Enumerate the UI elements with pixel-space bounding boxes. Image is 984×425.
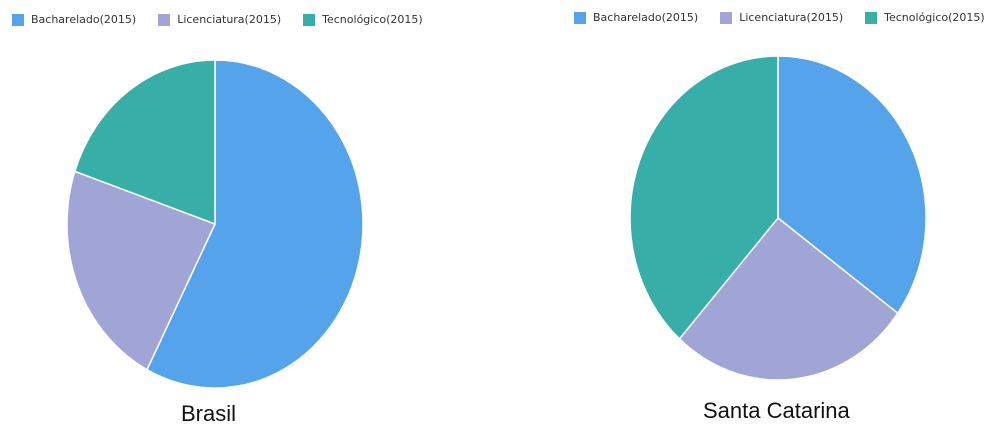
legend-item-tecnologico[interactable]: Tecnológico(2015) <box>303 13 423 26</box>
pie-slice-tecnologico[interactable] <box>629 55 779 340</box>
pie-chart-santa-catarina <box>629 55 927 381</box>
legend: Bacharelado(2015) Licenciatura(2015) Tec… <box>12 13 423 26</box>
legend-swatch-licenciatura <box>720 11 733 24</box>
legend-swatch-tecnologico <box>303 13 316 26</box>
pie-slice-licenciatura[interactable] <box>66 170 216 371</box>
legend: Bacharelado(2015) Licenciatura(2015) Tec… <box>574 11 984 24</box>
pie-slice-licenciatura[interactable] <box>678 217 899 381</box>
chart-brasil: Bacharelado(2015) Licenciatura(2015) Tec… <box>0 0 470 425</box>
legend-label-licenciatura: Licenciatura(2015) <box>177 13 282 26</box>
legend-swatch-tecnologico <box>865 11 878 24</box>
pie-chart-brasil <box>66 59 364 389</box>
legend-item-licenciatura[interactable]: Licenciatura(2015) <box>158 13 281 26</box>
chart-title-santa-catarina: Santa Catarina <box>703 398 850 423</box>
pie-slice-bacharelado[interactable] <box>146 59 364 389</box>
legend-item-bacharelado[interactable]: Bacharelado(2015) <box>12 13 136 26</box>
pie-slice-tecnologico[interactable] <box>74 59 216 225</box>
legend-item-tecnologico[interactable]: Tecnológico(2015) <box>865 11 984 24</box>
legend-swatch-bacharelado <box>12 13 24 26</box>
legend-swatch-licenciatura <box>158 13 171 26</box>
chart-santa-catarina: Bacharelado(2015) Licenciatura(2015) Tec… <box>560 0 984 425</box>
legend-label-tecnologico: Tecnológico(2015) <box>884 11 984 24</box>
legend-label-tecnologico: Tecnológico(2015) <box>322 13 423 26</box>
chart-title-brasil: Brasil <box>181 401 237 425</box>
legend-label-bacharelado: Bacharelado(2015) <box>31 13 137 26</box>
legend-swatch-bacharelado <box>574 11 586 24</box>
legend-label-licenciatura: Licenciatura(2015) <box>739 11 844 24</box>
legend-item-licenciatura[interactable]: Licenciatura(2015) <box>720 11 843 24</box>
legend-label-bacharelado: Bacharelado(2015) <box>593 11 699 24</box>
legend-item-bacharelado[interactable]: Bacharelado(2015) <box>574 11 698 24</box>
pie-slice-bacharelado[interactable] <box>777 55 927 314</box>
